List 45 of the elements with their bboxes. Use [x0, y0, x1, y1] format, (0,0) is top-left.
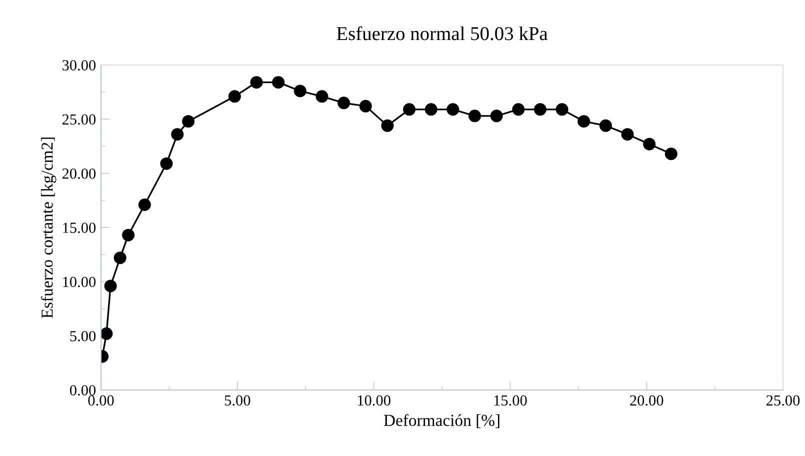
point	[316, 90, 328, 103]
point	[338, 96, 350, 110]
point	[599, 119, 612, 132]
point	[272, 76, 285, 89]
x-tick-label: 10.00	[358, 395, 390, 406]
point	[138, 198, 151, 211]
point	[104, 280, 117, 292]
y-axis-title: Esfuerzo cortante [kg/cm2]	[40, 138, 56, 318]
point	[228, 90, 241, 103]
y-tick-label: 25.00	[62, 114, 96, 125]
point	[621, 128, 634, 141]
point	[381, 119, 394, 132]
point	[160, 157, 173, 170]
x-axis-title: Deformación [%]	[384, 414, 500, 428]
point	[171, 128, 184, 141]
point	[294, 84, 306, 98]
point	[664, 148, 678, 160]
point	[643, 138, 656, 150]
point	[182, 115, 195, 128]
point	[122, 228, 135, 242]
chart-title: Esfuerzo normal 50.03 kPa	[336, 26, 548, 40]
x-tick-label: 15.00	[494, 395, 527, 406]
x-tick-label: 5.00	[224, 395, 250, 406]
point	[424, 103, 438, 116]
x-tick-label: 0.00	[88, 395, 114, 406]
y-tick-label: 15.00	[63, 222, 96, 234]
y-tick-label: 20.00	[62, 168, 96, 179]
point	[534, 103, 546, 116]
point	[468, 110, 481, 122]
y-tick-label: 30.00	[62, 60, 96, 71]
point	[556, 103, 568, 116]
x-tick-label: 20.00	[630, 395, 664, 406]
y-tick-label: 5.00	[70, 330, 96, 342]
point	[101, 327, 113, 340]
x-tick-label: 25.00	[766, 395, 800, 406]
y-tick-label: 0.00	[70, 385, 96, 396]
point	[578, 115, 590, 128]
point	[250, 76, 263, 89]
point	[403, 103, 416, 116]
point	[512, 103, 525, 116]
point	[359, 100, 372, 112]
y-tick-label: 10.00	[63, 276, 96, 288]
point	[490, 110, 503, 122]
point	[446, 103, 460, 116]
point	[114, 252, 126, 264]
